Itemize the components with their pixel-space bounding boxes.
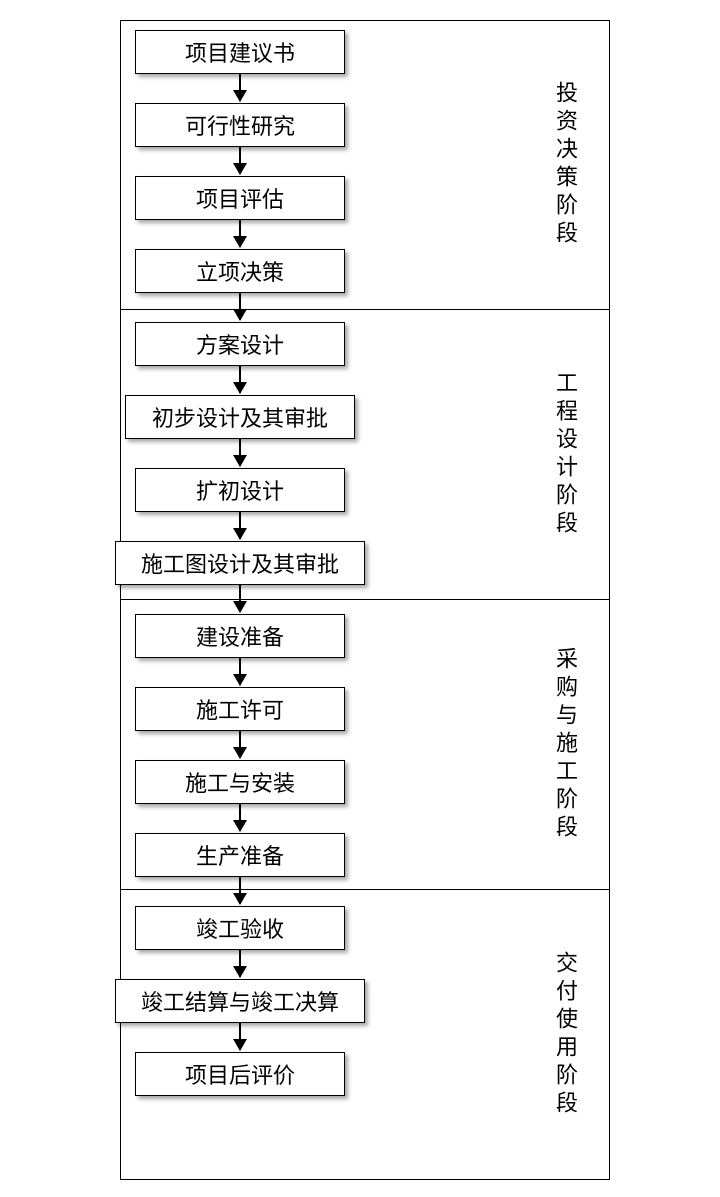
node-2: 可行性研究 bbox=[135, 103, 345, 147]
node-7: 扩初设计 bbox=[135, 468, 345, 512]
node-6: 初步设计及其审批 bbox=[125, 395, 355, 439]
node-9: 建设准备 bbox=[135, 614, 345, 658]
arrow-11 bbox=[239, 804, 241, 831]
node-8: 施工图设计及其审批 bbox=[115, 541, 365, 585]
flowchart-container: 投资决策阶段 工程设计阶段 采购与施工阶段 交付使用阶段 项目建议书 可行性研究… bbox=[120, 20, 610, 1180]
node-11: 施工与安装 bbox=[135, 760, 345, 804]
arrow-6 bbox=[239, 439, 241, 466]
node-10: 施工许可 bbox=[135, 687, 345, 731]
node-12: 生产准备 bbox=[135, 833, 345, 877]
node-14: 竣工结算与竣工决算 bbox=[115, 979, 365, 1023]
arrow-3 bbox=[239, 220, 241, 247]
node-13: 竣工验收 bbox=[135, 906, 345, 950]
node-4: 立项决策 bbox=[135, 249, 345, 293]
node-5: 方案设计 bbox=[135, 322, 345, 366]
arrow-7 bbox=[239, 512, 241, 539]
node-1: 项目建议书 bbox=[135, 30, 345, 74]
node-3: 项目评估 bbox=[135, 176, 345, 220]
arrow-1 bbox=[239, 74, 241, 101]
phase-label-1: 投资决策阶段 bbox=[549, 81, 581, 249]
arrow-5 bbox=[239, 366, 241, 393]
arrow-13 bbox=[239, 950, 241, 977]
phase-label-4: 交付使用阶段 bbox=[549, 951, 581, 1119]
arrow-14 bbox=[239, 1023, 241, 1050]
phase-label-3: 采购与施工阶段 bbox=[549, 647, 581, 843]
arrow-8 bbox=[239, 585, 241, 612]
arrow-2 bbox=[239, 147, 241, 174]
arrow-12 bbox=[239, 877, 241, 904]
node-15: 项目后评价 bbox=[135, 1052, 345, 1096]
arrow-4 bbox=[239, 293, 241, 320]
arrow-9 bbox=[239, 658, 241, 685]
arrow-10 bbox=[239, 731, 241, 758]
phase-label-2: 工程设计阶段 bbox=[549, 371, 581, 539]
